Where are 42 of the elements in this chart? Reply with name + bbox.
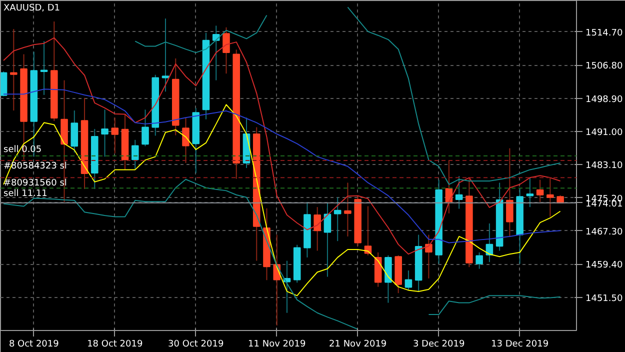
candlestick [455,175,463,210]
x-tick-label: 8 Oct 2019 [8,340,60,350]
y-tick-label: 1459.40 [586,260,623,271]
y-tick-label: 1506.80 [586,62,623,72]
candlestick [40,40,48,96]
candlestick [324,202,332,278]
x-tick-label: 3 Dec 2019 [412,340,465,350]
y-tick-label: 1491.00 [586,128,623,138]
candlestick [314,206,321,252]
ref-line-label: sell 11.11 [4,189,48,200]
candlestick [101,109,108,158]
candlestick [344,182,352,237]
x-tick-label: 13 Dec 2019 [491,340,549,350]
y-tick-label: 1451.50 [586,294,623,304]
candlestick [132,139,139,170]
candlestick [404,270,412,290]
x-tick-label: 30 Oct 2019 [168,340,224,350]
candlestick [162,18,170,92]
ref-line-label: sell 0.05 [4,144,42,155]
candlestick [536,179,544,203]
x-tick-label: 21 Nov 2019 [329,340,387,350]
candlestick [212,25,220,81]
y-tick-label: 1467.30 [586,227,623,238]
candlestick [222,26,230,74]
candlestick [0,70,8,97]
line-series [3,104,561,296]
y-tick-label: 1483.10 [586,161,623,172]
candlestick [476,252,483,270]
candlestick [70,110,78,153]
candlestick [111,117,119,154]
candlestick [142,109,149,147]
y-tick-label: 1498.90 [586,94,623,105]
candlestick [334,196,342,242]
candlestick [425,234,432,279]
candlestick [10,28,18,111]
chart-title: XAUUSD, D1 [4,4,60,14]
candlestick [526,177,534,208]
line-series [3,88,561,244]
x-tick-label: 11 Nov 2019 [248,340,306,350]
x-tick-label: 18 Oct 2019 [87,340,143,350]
ref-line-label: #80931560 sl [4,178,67,189]
y-tick-label: 1514.70 [586,28,623,38]
